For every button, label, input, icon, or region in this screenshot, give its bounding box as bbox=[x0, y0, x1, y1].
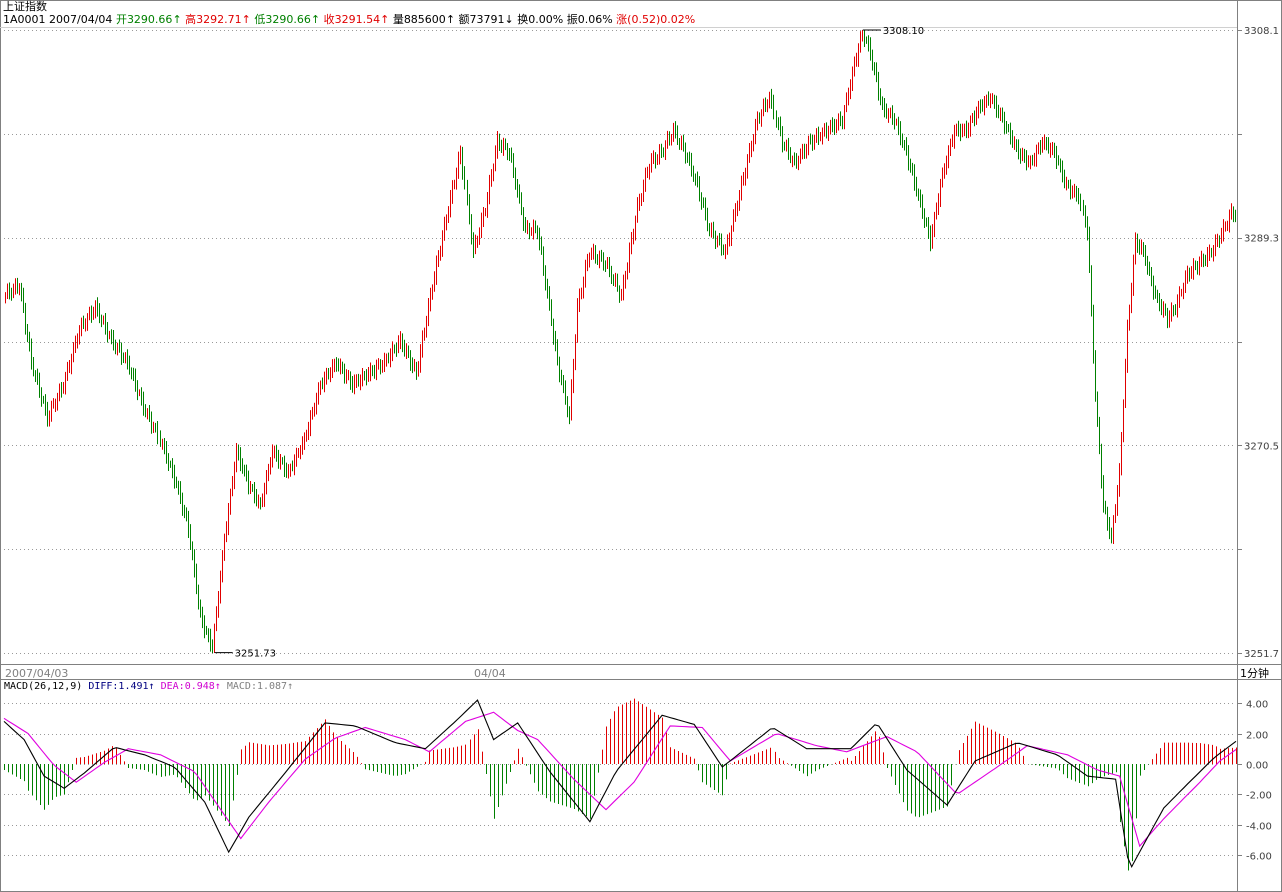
macd-value: 1.087 bbox=[256, 681, 288, 692]
macd-axis: 4.00 2.00 0.00 -2.00 -4.00 -6.00 bbox=[1237, 700, 1272, 863]
period-selector[interactable]: 1分钟 bbox=[1240, 667, 1269, 680]
volume-value: 885600 bbox=[403, 13, 446, 26]
close-value: 3291.54 bbox=[334, 13, 381, 26]
amount-arrow: ↓ bbox=[504, 13, 514, 26]
macd-histogram bbox=[4, 698, 1237, 871]
macd-tick-label: -4.00 bbox=[1246, 822, 1272, 833]
diff-label: DIFF: bbox=[88, 681, 119, 692]
dea-label: DEA: bbox=[160, 681, 185, 692]
open-label: 开 bbox=[115, 13, 127, 26]
macd-tick-label: 0.00 bbox=[1246, 761, 1268, 772]
macd-tick-label: -6.00 bbox=[1246, 852, 1272, 863]
amount-label: 额 bbox=[458, 13, 470, 26]
amplitude-value: 0.06% bbox=[577, 13, 613, 26]
price-grid bbox=[4, 30, 1236, 654]
macd-tick-label: -2.00 bbox=[1246, 791, 1272, 802]
price-axis: 3308.1 3289.3 3270.5 3251.7 bbox=[1237, 26, 1279, 660]
open-value: 3290.66 bbox=[126, 13, 173, 26]
turnover-value: 0.00% bbox=[528, 13, 564, 26]
open-arrow: ↑ bbox=[172, 13, 182, 26]
turnover-label: 换 bbox=[517, 13, 529, 26]
low-label: 低 bbox=[254, 13, 266, 26]
low-arrow: ↑ bbox=[310, 13, 321, 26]
macd-lines bbox=[3, 699, 1237, 868]
price-tick-label: 3251.7 bbox=[1244, 649, 1279, 660]
macd-grid bbox=[4, 703, 1236, 856]
price-tick-label: 3270.5 bbox=[1244, 441, 1279, 452]
low-annotation-label: 3251.73 bbox=[235, 649, 276, 660]
diff-arrow: ↑ bbox=[148, 681, 155, 692]
high-arrow: ↑ bbox=[241, 13, 251, 26]
volume-label: 量 bbox=[392, 13, 404, 26]
macd-info-bar: MACD(26,12,9) DIFF:1.491↑ DEA:0.948↑ MAC… bbox=[4, 681, 293, 693]
time-axis-start-date: 2007/04/03 bbox=[5, 667, 69, 680]
dea-line bbox=[3, 711, 1237, 848]
amount-value: 73791 bbox=[469, 13, 505, 26]
change-value: (0.52)0.02% bbox=[627, 13, 696, 26]
price-tick-label: 3308.1 bbox=[1244, 26, 1279, 37]
dea-value: 0.948 bbox=[184, 681, 215, 692]
price-bars bbox=[5, 30, 1236, 653]
change-label: 涨 bbox=[616, 13, 628, 26]
high-value: 3292.71 bbox=[196, 13, 242, 26]
amplitude-label: 振 bbox=[566, 13, 578, 26]
index-title: 上证指数 bbox=[3, 0, 47, 13]
high-label: 高 bbox=[185, 13, 197, 26]
macd-label: MACD: bbox=[226, 681, 257, 692]
macd-name: MACD(26,12,9) bbox=[4, 681, 83, 692]
volume-arrow: ↑ bbox=[445, 13, 456, 26]
price-tick-label: 3289.3 bbox=[1244, 234, 1279, 245]
high-annotation-label: 3308.10 bbox=[883, 26, 924, 37]
dea-arrow: ↑ bbox=[214, 681, 221, 692]
close-label: 收 bbox=[323, 13, 335, 26]
extreme-annotations: 3308.10 3251.73 bbox=[214, 26, 924, 660]
macd-tick-label: 2.00 bbox=[1246, 731, 1268, 742]
macd-tick-label: 4.00 bbox=[1246, 700, 1268, 711]
diff-line bbox=[3, 699, 1237, 868]
date-label: 2007/04/04 bbox=[49, 13, 113, 26]
code-label: 1A0001 bbox=[3, 13, 46, 26]
low-value: 3290.66 bbox=[265, 13, 311, 26]
close-arrow: ↑ bbox=[380, 13, 390, 26]
quote-info-bar: 1A0001 2007/04/04 开3290.66↑ 高3292.71↑ 低3… bbox=[3, 13, 695, 26]
time-axis-mid-date: 04/04 bbox=[474, 667, 506, 680]
diff-value: 1.491 bbox=[118, 681, 149, 692]
macd-arrow: ↑ bbox=[287, 681, 294, 692]
